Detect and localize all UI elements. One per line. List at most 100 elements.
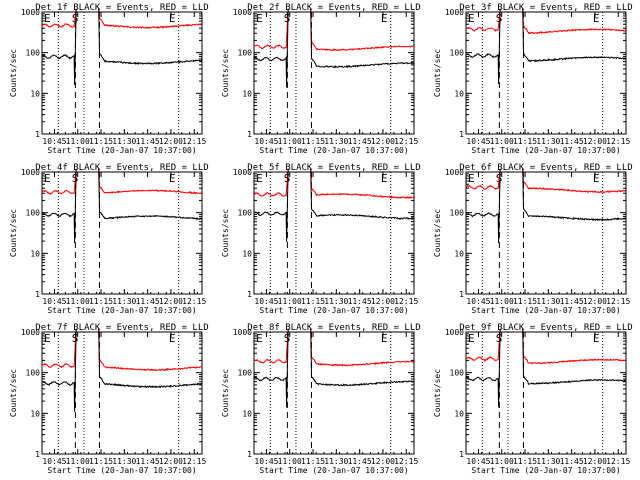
x-tick-label: 12:00	[583, 297, 607, 306]
x-axis-label: Start Time (20-Jan-07 10:37:00)	[471, 306, 620, 315]
y-tick-label: 100	[450, 369, 465, 378]
x-tick-label: 11:30	[324, 297, 348, 306]
lld-rate-line	[310, 328, 414, 367]
chart-panel: Det 8f BLACK = Events, RED = LLD 1 10 100 10…	[221, 323, 421, 475]
x-tick-label: 11:45	[136, 457, 160, 466]
plot-frame	[41, 11, 203, 135]
y-tick-label: 10	[242, 249, 252, 258]
chart-title: Det 1f BLACK = Events, RED = LLD	[35, 3, 208, 13]
y-tick-label: 10	[30, 249, 40, 258]
event-marker-label: E	[169, 332, 176, 345]
lld-rate-line	[98, 8, 203, 30]
y-tick-label: 100	[450, 49, 465, 58]
x-tick-label: 12:00	[371, 297, 395, 306]
y-axis-label: Counts/sec	[433, 209, 442, 257]
x-tick-label: 11:00	[66, 297, 90, 306]
chart-title: Det 4f BLACK = Events, RED = LLD	[35, 163, 208, 173]
plot-frame	[465, 11, 627, 135]
x-tick-label: 11:45	[560, 297, 584, 306]
y-tick-label: 100	[26, 49, 41, 58]
x-tick-label: 12:15	[606, 137, 630, 146]
y-tick-label: 10	[30, 89, 40, 98]
plot-frame	[253, 331, 415, 455]
x-tick-label: 11:30	[112, 297, 136, 306]
lld-rate-line	[253, 8, 289, 50]
x-tick-label: 12:15	[606, 457, 630, 466]
x-axis-label: Start Time (20-Jan-07 10:37:00)	[259, 306, 408, 315]
x-tick-label: 11:45	[348, 297, 372, 306]
chart-panel: Det 6f BLACK = Events, RED = LLD 1 10 100 10…	[433, 163, 633, 315]
x-tick-label: 11:30	[112, 457, 136, 466]
x-tick-label: 11:15	[89, 137, 113, 146]
x-tick-label: 12:00	[583, 457, 607, 466]
x-tick-label: 10:45	[42, 457, 66, 466]
lld-rate-line	[522, 8, 627, 35]
event-marker-label: E	[593, 332, 600, 345]
event-marker-label: E	[256, 332, 263, 345]
event-marker-label: E	[468, 332, 475, 345]
chart-title: Det 8f BLACK = Events, RED = LLD	[247, 323, 420, 333]
events-rate-line	[522, 328, 626, 385]
chart-title: Det 5f BLACK = Events, RED = LLD	[247, 163, 420, 173]
x-axis-label: Start Time (20-Jan-07 10:37:00)	[47, 306, 196, 315]
y-tick-label: 100	[450, 209, 465, 218]
events-rate-line	[98, 328, 202, 389]
x-tick-label: 11:30	[536, 457, 560, 466]
x-tick-label: 11:00	[66, 457, 90, 466]
x-tick-label: 12:15	[394, 457, 418, 466]
chart-title: Det 2f BLACK = Events, RED = LLD	[247, 3, 420, 13]
x-tick-label: 12:00	[159, 137, 183, 146]
x-tick-label: 11:45	[136, 297, 160, 306]
x-tick-label: 11:15	[513, 457, 537, 466]
event-marker-label: E	[256, 12, 263, 25]
lld-rate-line	[98, 328, 202, 372]
event-marker-label: S	[284, 332, 291, 345]
x-tick-label: 12:15	[182, 297, 206, 306]
lld-rate-line	[41, 8, 77, 28]
x-tick-label: 11:30	[112, 137, 136, 146]
lld-rate-line	[465, 8, 501, 32]
x-tick-label: 12:00	[371, 457, 395, 466]
x-tick-label: 11:15	[89, 457, 113, 466]
y-axis-label: Counts/sec	[9, 49, 18, 97]
y-axis-label: Counts/sec	[9, 369, 18, 417]
x-axis-label: Start Time (20-Jan-07 10:37:00)	[471, 146, 620, 155]
lld-rate-line	[253, 328, 289, 364]
x-tick-label: 11:15	[301, 297, 325, 306]
x-tick-label: 12:15	[394, 137, 418, 146]
y-tick-label: 10	[242, 409, 252, 418]
event-marker-label: E	[468, 172, 475, 185]
x-tick-label: 11:45	[348, 457, 372, 466]
event-marker-label: E	[468, 12, 475, 25]
plot-frame	[253, 171, 415, 295]
x-tick-label: 12:00	[159, 457, 183, 466]
events-rate-line	[465, 8, 501, 85]
x-tick-label: 10:45	[254, 297, 278, 306]
events-rate-line	[522, 168, 627, 222]
events-rate-line	[253, 328, 289, 408]
lld-rate-line	[465, 328, 501, 362]
events-rate-line	[465, 328, 501, 408]
x-tick-label: 10:45	[42, 137, 66, 146]
y-tick-label: 1000	[445, 168, 464, 177]
event-marker-label: E	[44, 12, 51, 25]
lld-rate-line	[522, 168, 626, 194]
chart-title: Det 9f BLACK = Events, RED = LLD	[459, 323, 632, 333]
x-tick-label: 11:45	[348, 137, 372, 146]
x-tick-label: 11:15	[89, 297, 113, 306]
x-tick-label: 12:15	[182, 137, 206, 146]
y-tick-label: 1000	[233, 328, 252, 337]
x-axis-label: Start Time (20-Jan-07 10:37:00)	[259, 466, 408, 475]
event-marker-label: E	[381, 172, 388, 185]
x-tick-label: 11:00	[278, 137, 302, 146]
x-tick-label: 11:15	[301, 457, 325, 466]
y-tick-label: 1	[247, 130, 252, 139]
x-tick-label: 11:30	[324, 137, 348, 146]
event-marker-label: E	[381, 332, 388, 345]
y-tick-label: 1000	[21, 328, 40, 337]
y-tick-label: 100	[238, 49, 253, 58]
x-tick-label: 12:00	[371, 137, 395, 146]
event-marker-label: E	[44, 332, 51, 345]
x-tick-label: 12:15	[606, 297, 630, 306]
y-tick-label: 1	[459, 450, 464, 459]
